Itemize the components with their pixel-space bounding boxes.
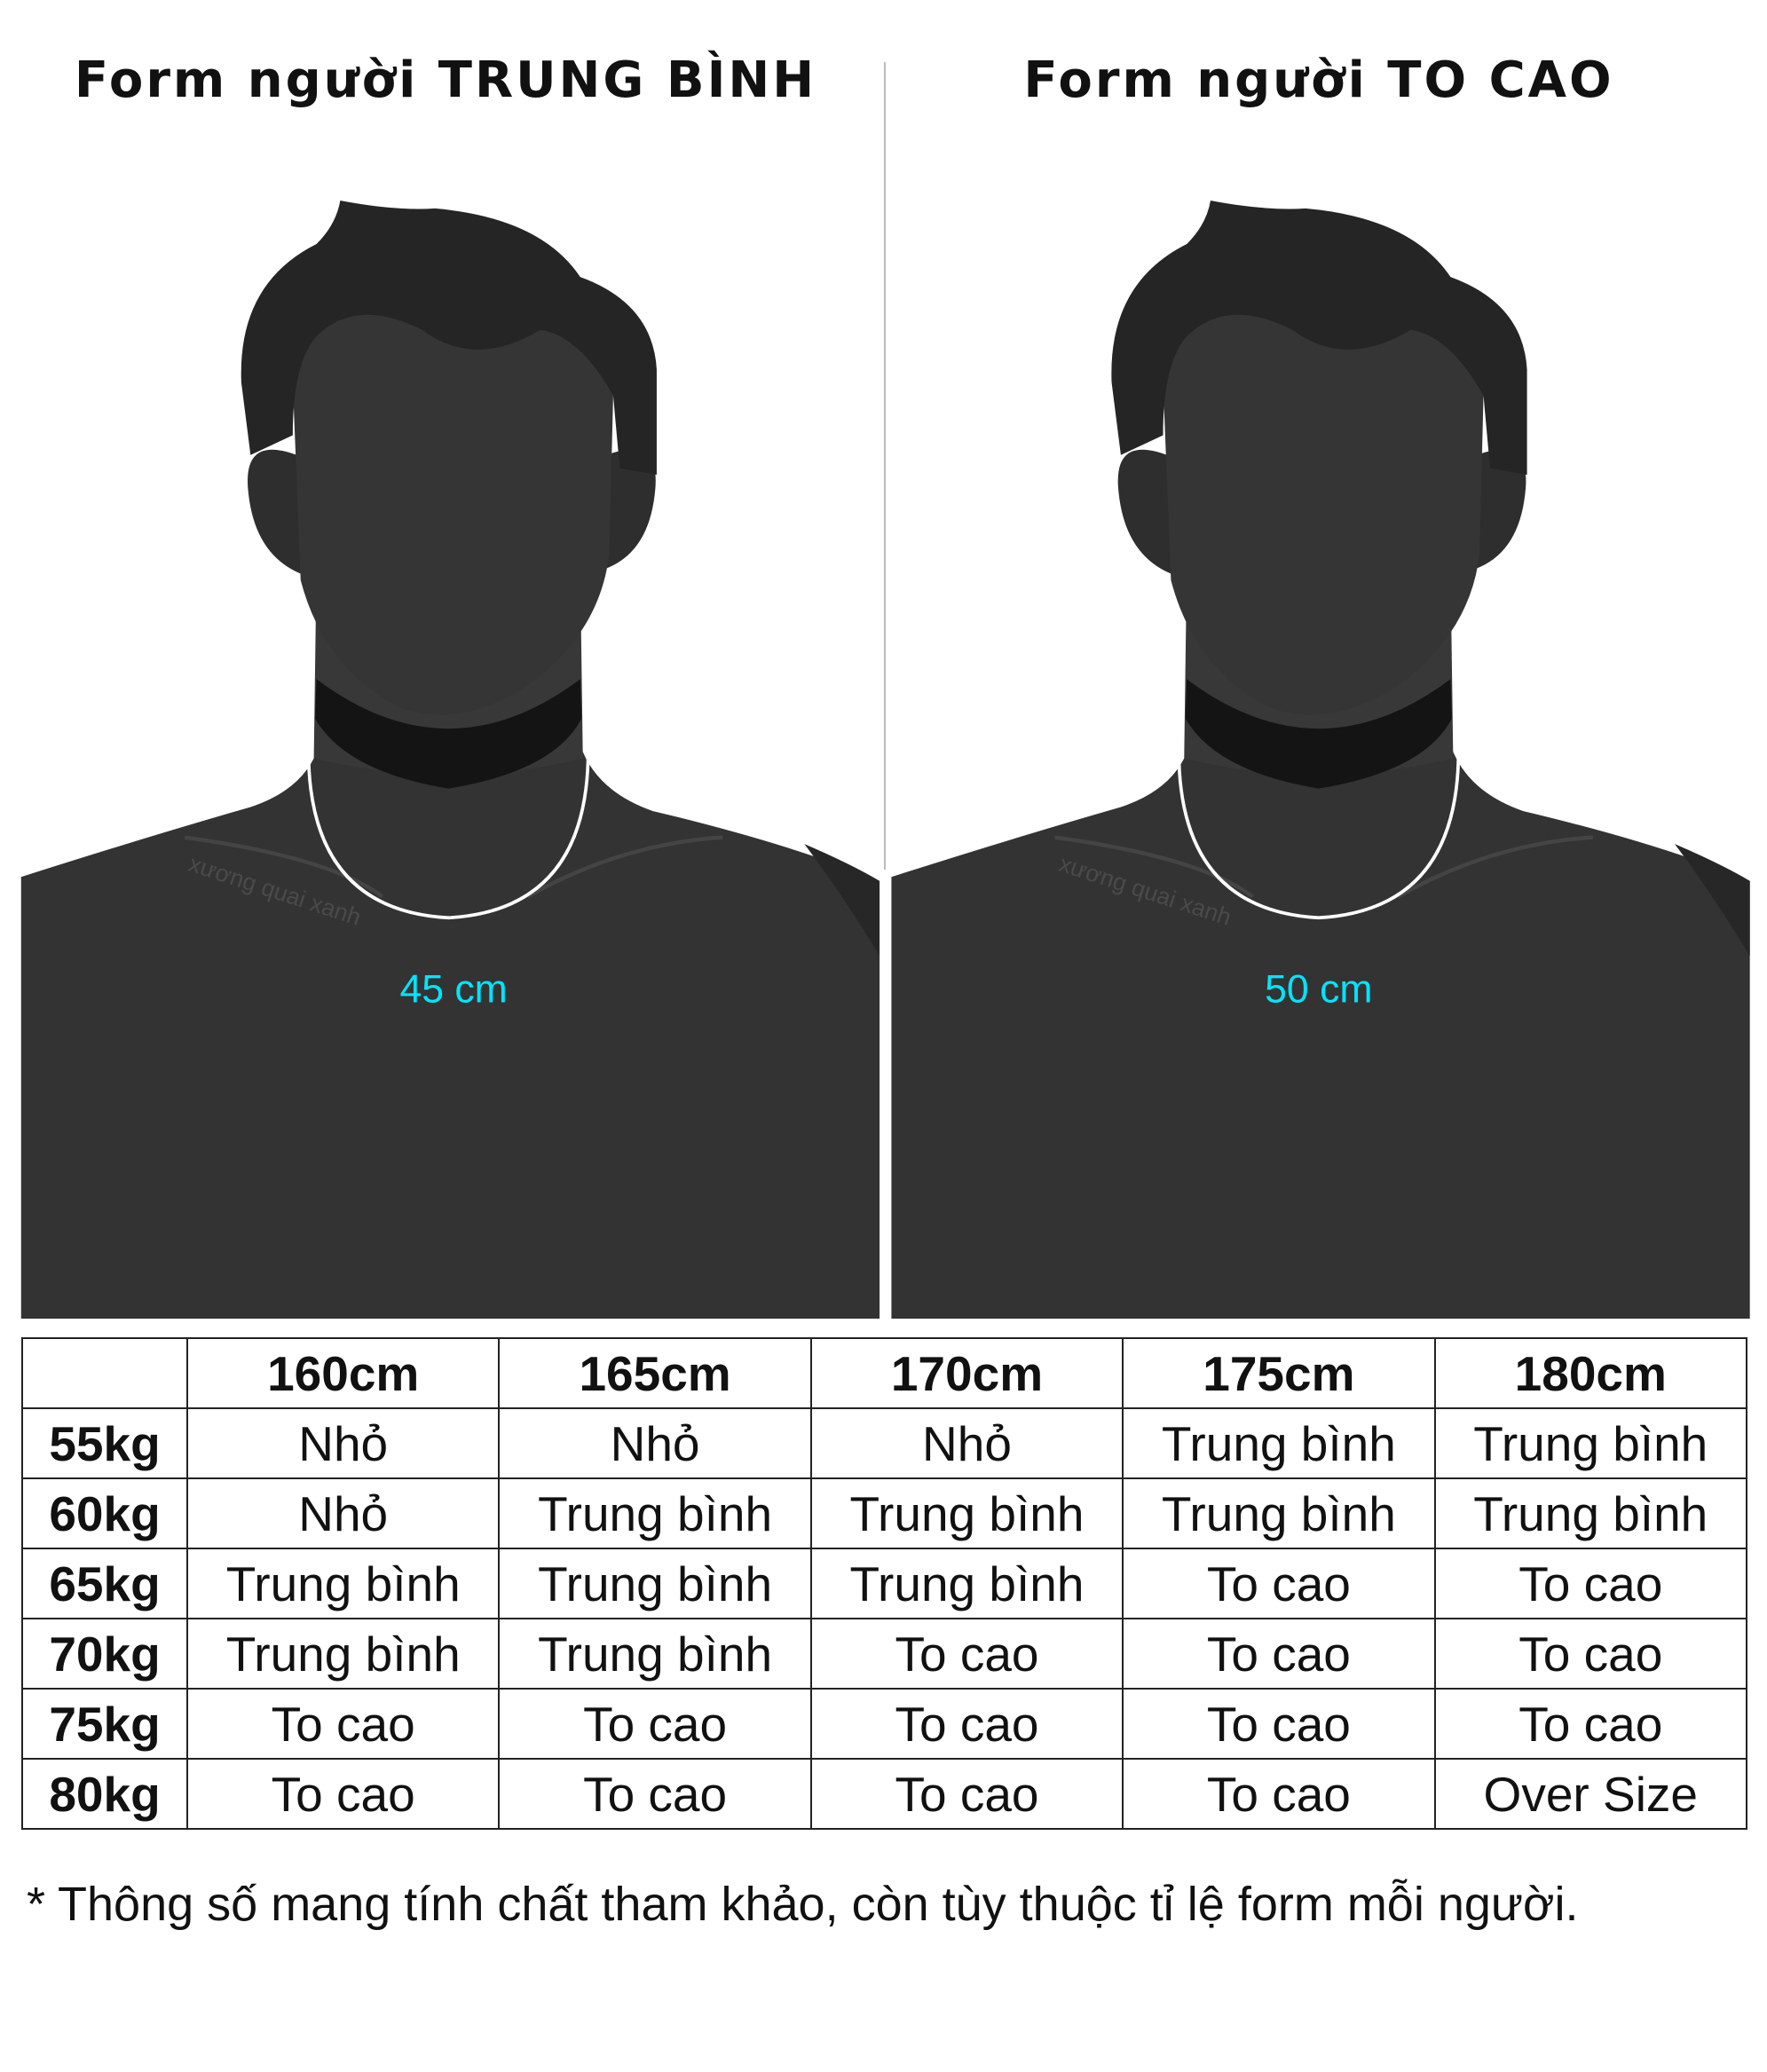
size-cell: To cao — [809, 1758, 1124, 1830]
right-panel-title: Form người TO CAO — [1023, 51, 1614, 109]
size-cell: To cao — [809, 1688, 1124, 1760]
size-cell: Nhỏ — [809, 1407, 1124, 1479]
height-column-header: 175cm — [1122, 1337, 1436, 1409]
weight-row-header: 55kg — [21, 1407, 188, 1479]
weight-row-header: 60kg — [21, 1477, 188, 1549]
size-cell: To cao — [1433, 1688, 1748, 1760]
height-column-header: 170cm — [809, 1337, 1124, 1409]
size-cell: To cao — [498, 1758, 812, 1830]
size-cell: Nhỏ — [185, 1477, 501, 1549]
size-cell: Trung bình — [809, 1477, 1124, 1549]
size-cell: Nhỏ — [185, 1407, 501, 1479]
footnote: * Thông số mang tính chất tham khảo, còn… — [27, 1878, 1579, 1931]
size-cell: Trung bình — [1122, 1407, 1436, 1479]
height-column-header: 160cm — [185, 1337, 501, 1409]
right-figure — [891, 201, 1749, 1319]
weight-row-header: 65kg — [21, 1548, 188, 1619]
weight-row-header: 80kg — [21, 1758, 188, 1830]
weight-row-header: 70kg — [21, 1618, 188, 1690]
size-cell: Trung bình — [185, 1618, 501, 1690]
size-cell: Over Size — [1433, 1758, 1748, 1830]
table-row: 65kg Trung bình Trung bình Trung bình To cao… — [21, 1548, 1748, 1619]
table-row: 80kg To cao To cao To cao To cao Over Size — [21, 1758, 1748, 1830]
left-panel-title: Form người TRUNG BÌNH — [74, 51, 817, 109]
table-corner-cell — [21, 1337, 188, 1409]
size-cell: To cao — [185, 1758, 501, 1830]
height-column-header: 180cm — [1433, 1337, 1748, 1409]
size-cell: Trung bình — [1122, 1477, 1436, 1549]
panel-divider — [884, 62, 886, 870]
size-chart-table: 160cm 165cm 170cm 175cm 180cm 55kg Nhỏ Nhỏ Nhỏ T… — [21, 1337, 1748, 1830]
table-row: 60kg Nhỏ Trung bình Trung bình Trung bình Tru… — [21, 1477, 1748, 1549]
size-cell: Nhỏ — [498, 1407, 812, 1479]
height-column-header: 165cm — [498, 1337, 812, 1409]
size-cell: To cao — [809, 1618, 1124, 1690]
size-cell: To cao — [1122, 1618, 1436, 1690]
size-cell: Trung bình — [498, 1618, 812, 1690]
size-cell: Trung bình — [185, 1548, 501, 1619]
table-row: 70kg Trung bình Trung bình To cao To cao To c… — [21, 1618, 1748, 1690]
size-cell: To cao — [1122, 1758, 1436, 1830]
right-neck-size: 50 cm — [1265, 967, 1372, 1011]
size-cell: To cao — [1433, 1548, 1748, 1619]
size-cell: To cao — [1122, 1688, 1436, 1760]
size-cell: Trung bình — [1433, 1407, 1748, 1479]
table-row: 55kg Nhỏ Nhỏ Nhỏ Trung bình Trung bình — [21, 1407, 1748, 1479]
table-header-row: 160cm 165cm 170cm 175cm 180cm — [21, 1337, 1748, 1409]
left-neck-size: 45 cm — [399, 967, 507, 1011]
table-row: 75kg To cao To cao To cao To cao To cao — [21, 1688, 1748, 1760]
left-figure — [21, 201, 880, 1319]
size-cell: Trung bình — [1433, 1477, 1748, 1549]
size-cell: Trung bình — [809, 1548, 1124, 1619]
size-cell: Trung bình — [498, 1477, 812, 1549]
size-cell: To cao — [185, 1688, 501, 1760]
size-cell: To cao — [1433, 1618, 1748, 1690]
size-cell: Trung bình — [498, 1548, 812, 1619]
size-cell: To cao — [1122, 1548, 1436, 1619]
size-cell: To cao — [498, 1688, 812, 1760]
silhouettes-illustration: xương quai xanh xương quai xanh 45 cm 50… — [0, 0, 1767, 1332]
weight-row-header: 75kg — [21, 1688, 188, 1760]
